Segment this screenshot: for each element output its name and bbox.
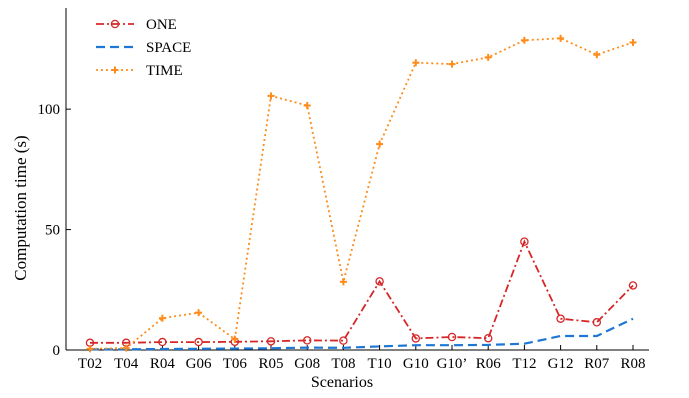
data-point-one xyxy=(556,314,565,323)
data-point-one xyxy=(411,334,421,343)
x-tick-label: T04 xyxy=(114,356,139,372)
x-tick-label: T10 xyxy=(368,356,392,372)
data-point-time xyxy=(593,51,601,59)
data-point-one xyxy=(375,277,384,286)
legend-marker-one xyxy=(110,19,120,29)
x-tick-label: R07 xyxy=(584,356,610,372)
legend-label-time: TIME xyxy=(146,63,183,79)
series-layer xyxy=(85,34,638,353)
data-point-one xyxy=(483,333,493,343)
data-point-time xyxy=(195,309,203,317)
x-tick-label: R06 xyxy=(476,356,502,372)
legend-entry-one: ONE xyxy=(96,17,177,33)
data-point-one xyxy=(447,332,457,342)
y-tick-label: 100 xyxy=(38,102,61,118)
x-tick-label: G10’ xyxy=(437,356,468,372)
legend-marker-time xyxy=(111,66,119,74)
x-tick-label: T08 xyxy=(331,356,355,372)
data-point-one xyxy=(592,318,602,327)
legend-label-one: ONE xyxy=(146,17,177,33)
data-point-one xyxy=(266,337,276,346)
data-point-time xyxy=(122,344,130,352)
x-axis-label: Scenarios xyxy=(311,374,373,391)
data-point-one xyxy=(520,237,529,246)
x-tick-label: R08 xyxy=(620,356,645,372)
series-line-space xyxy=(90,317,634,351)
y-axis-label: Computation time (s) xyxy=(11,135,30,280)
data-point-one xyxy=(628,281,638,290)
data-point-time xyxy=(557,34,565,42)
series-time xyxy=(86,34,637,353)
data-point-one xyxy=(302,336,312,345)
data-point-time xyxy=(484,53,492,61)
x-tick-label: G10 xyxy=(403,356,429,372)
legend-entry-time: TIME xyxy=(96,63,183,79)
data-point-time xyxy=(629,38,637,46)
x-tick-label: R05 xyxy=(258,356,283,372)
data-point-time xyxy=(448,60,456,68)
series-line-one xyxy=(90,239,634,344)
x-tick-label: T06 xyxy=(223,356,248,372)
data-point-time xyxy=(86,345,94,353)
data-point-time xyxy=(303,102,311,110)
data-point-time xyxy=(412,59,420,67)
data-point-one xyxy=(194,337,203,347)
x-tick-label: T02 xyxy=(78,356,102,372)
data-point-time xyxy=(376,140,384,148)
y-tick-label: 0 xyxy=(53,343,61,359)
axes: 0 50 100 T02 T04 R04 G06 T06 R05 G08 T08 T10 G10 G10’… xyxy=(38,8,649,372)
y-tick-label: 50 xyxy=(45,223,60,239)
data-point-time xyxy=(520,36,528,44)
x-tick-label: G08 xyxy=(294,356,320,372)
x-tick-label: G06 xyxy=(186,356,212,372)
legend-label-space: SPACE xyxy=(146,40,191,56)
series-line-time xyxy=(89,37,634,350)
data-point-time xyxy=(339,278,347,286)
data-point-time xyxy=(231,335,239,343)
data-point-one xyxy=(158,337,167,347)
legend-entry-space: SPACE xyxy=(96,40,191,56)
x-tick-label: T12 xyxy=(512,356,536,372)
x-tick-label: G12 xyxy=(548,356,574,372)
x-tick-label: R04 xyxy=(150,356,176,372)
data-point-one xyxy=(339,336,348,345)
series-space xyxy=(90,317,634,351)
data-point-time xyxy=(267,92,275,100)
series-one xyxy=(85,237,638,348)
data-point-time xyxy=(158,314,166,322)
legend: ONE SPACE TIME xyxy=(96,17,191,79)
